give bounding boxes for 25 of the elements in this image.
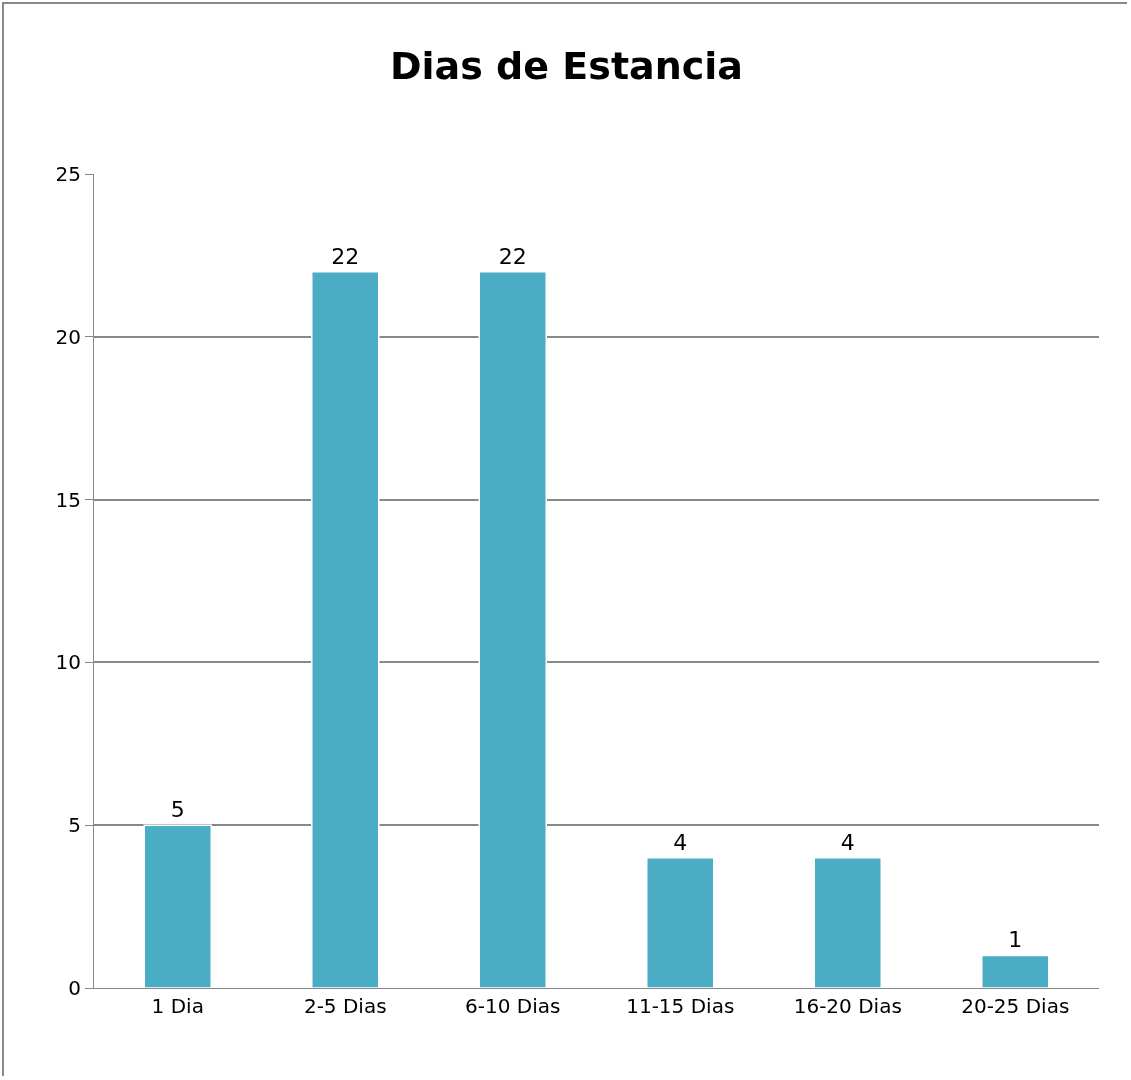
bar xyxy=(813,857,882,988)
y-tick-label: 15 xyxy=(55,487,81,512)
data-label: 22 xyxy=(331,243,360,269)
y-tick-label: 20 xyxy=(55,324,81,349)
x-tick-label: 16-20 Dias xyxy=(793,994,902,1018)
data-label: 1 xyxy=(1008,927,1023,953)
x-tick-label: 20-25 Dias xyxy=(961,994,1070,1018)
data-label: 5 xyxy=(170,797,185,823)
bar xyxy=(646,857,715,988)
chart-title: Dias de Estancia xyxy=(390,43,743,88)
y-tick-label: 5 xyxy=(68,813,81,838)
y-tick-label: 10 xyxy=(55,650,81,675)
x-tick-label: 11-15 Dias xyxy=(626,994,735,1018)
bar xyxy=(143,824,212,988)
x-tick-label: 2-5 Dias xyxy=(303,994,387,1018)
x-tick-label: 6-10 Dias xyxy=(465,994,561,1018)
y-tick-label: 25 xyxy=(55,162,81,186)
bar xyxy=(478,270,547,988)
bar xyxy=(981,954,1050,988)
data-label: 4 xyxy=(673,829,688,855)
data-label: 4 xyxy=(840,829,855,855)
x-tick-label: 1 Dia xyxy=(151,994,204,1018)
bar xyxy=(311,270,380,988)
y-tick-label: 0 xyxy=(68,976,81,1000)
data-label: 22 xyxy=(498,243,527,269)
